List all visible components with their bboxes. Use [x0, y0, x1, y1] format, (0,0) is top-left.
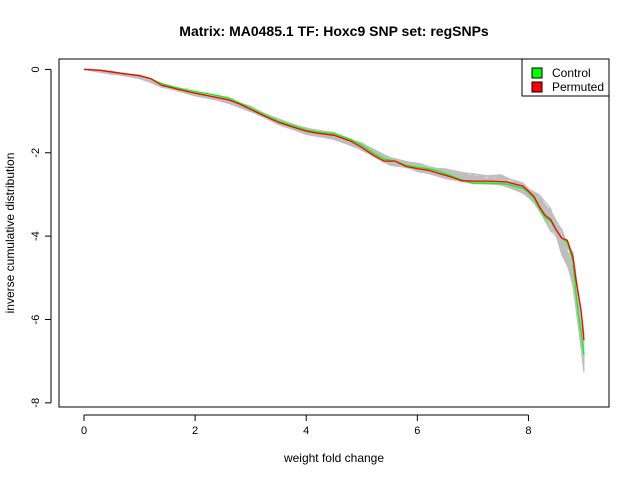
x-tick-label: 0 [81, 425, 87, 437]
plot-lines [83, 68, 585, 373]
y-tick-label: -4 [30, 231, 42, 241]
x-tick-label: 4 [303, 425, 309, 437]
y-tick-label: 0 [30, 66, 42, 72]
y-tick-label: -2 [30, 148, 42, 158]
y-axis-label: inverse cumulative distribution [3, 153, 17, 314]
chart-title: Matrix: MA0485.1 TF: Hoxc9 SNP set: regS… [179, 23, 489, 39]
x-axis: 0 2 4 6 8 [81, 414, 532, 437]
x-tick-label: 8 [525, 425, 531, 437]
x-tick-label: 6 [414, 425, 420, 437]
y-axis: 0 -2 -4 -6 -8 [30, 66, 52, 408]
legend-swatch-control [531, 67, 543, 79]
series-line-permuted [83, 68, 585, 341]
legend-label-permuted: Permuted [552, 80, 604, 94]
x-axis-label: weight fold change [283, 451, 384, 465]
y-tick-label: -6 [30, 315, 42, 325]
x-tick-label: 2 [192, 425, 198, 437]
plot-border [58, 58, 610, 408]
y-tick-label: -8 [30, 398, 42, 408]
legend-label-control: Control [552, 66, 591, 80]
legend-swatch-permuted [531, 81, 543, 93]
permutation-line [83, 68, 585, 360]
